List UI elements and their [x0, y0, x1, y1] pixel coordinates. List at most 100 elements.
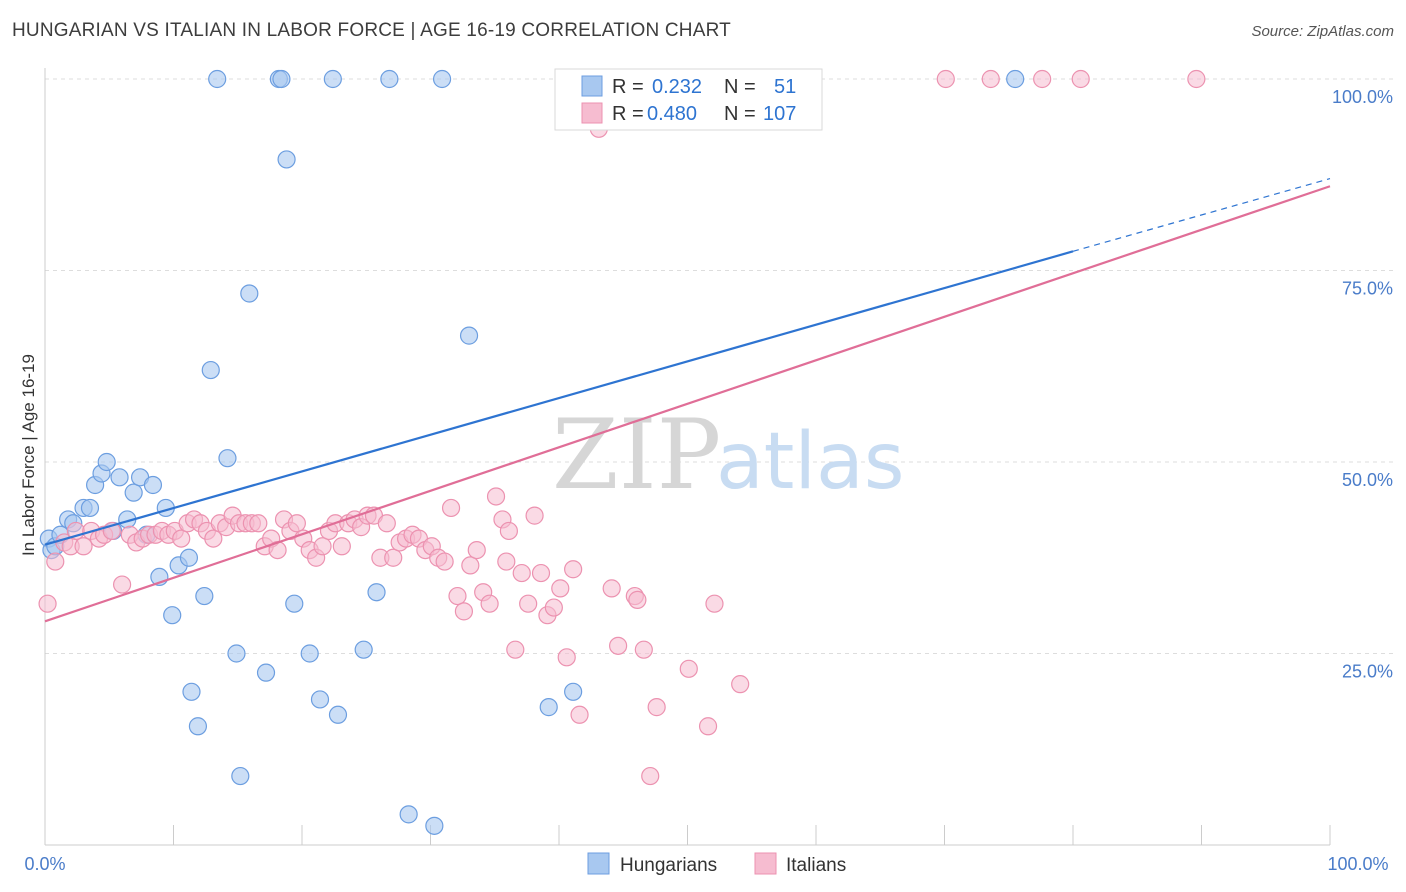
hungarian-point [459, 326, 479, 345]
legend-n-value-hungarians: 51 [774, 76, 796, 98]
y-axis-title: In Labor Force | Age 16-19 [19, 354, 38, 556]
hungarian-point [227, 644, 246, 663]
legend-n-value-italians: 107 [763, 103, 796, 125]
hungarian-point [240, 284, 259, 303]
y-tick-label-75: 75.0% [1342, 279, 1393, 299]
hungarian-point [367, 583, 386, 602]
bottom-legend-swatch-italians [754, 852, 777, 875]
y-tick-label-100: 100.0% [1332, 87, 1393, 107]
hungarian-point [432, 69, 452, 89]
hungarian-point [195, 586, 214, 606]
bottom-legend-hungarians: Hungarians [620, 855, 717, 876]
hungarian-point [1006, 69, 1025, 89]
legend-r-label-italians: R = [612, 103, 644, 125]
hungarian-point [564, 682, 583, 701]
trend-lines [44, 178, 1331, 623]
y-tick-label-25: 25.0% [1342, 662, 1393, 682]
hungarian-point [124, 483, 143, 502]
italian-point [377, 514, 396, 533]
italian-point [731, 675, 750, 694]
italian-point [564, 560, 583, 579]
italian-point [441, 498, 461, 518]
italian-point [384, 548, 403, 567]
x-tick-label-max: 100.0% [1327, 854, 1388, 874]
italian-trend-line [44, 185, 1331, 623]
italian-point [519, 594, 538, 613]
y-tick-labels: 25.0% 50.0% 75.0% 100.0% [1332, 87, 1393, 682]
hungarian-point [80, 498, 100, 518]
italian-points [38, 69, 1206, 786]
italian-point [313, 537, 332, 556]
italian-point [249, 514, 268, 533]
legend-swatch-hungarians [581, 75, 603, 97]
hungarian-point [182, 682, 201, 701]
bottom-legend-italians: Italians [786, 855, 846, 876]
x-tick-label-min: 0.0% [24, 854, 65, 874]
hungarian-point [425, 816, 444, 835]
legend-n-label-italians: N = [724, 103, 756, 125]
hungarian-point [277, 150, 296, 169]
hungarian-point [218, 449, 237, 468]
hungarian-point [97, 452, 116, 472]
hungarian-point [399, 805, 418, 824]
legend-r-label-hungarians: R = [612, 76, 644, 98]
hungarian-point [272, 69, 291, 89]
hungarian-point [231, 766, 250, 786]
y-tick-label-50: 50.0% [1342, 470, 1393, 490]
italian-point [287, 514, 306, 533]
italian-point [1071, 69, 1090, 89]
italian-point [461, 556, 480, 575]
italian-point [602, 579, 621, 598]
hungarian-point [354, 640, 373, 659]
hungarian-point [300, 644, 319, 663]
hungarian-point [256, 663, 276, 682]
italian-point [981, 69, 1000, 89]
italian-point [38, 594, 57, 613]
stats-legend: R = 0.232 N = 51 R = 0.480 N = 107 [554, 68, 823, 131]
bottom-legend: Hungarians Italians [587, 852, 846, 876]
watermark-atlas: atlas [716, 417, 905, 507]
italian-point [641, 766, 660, 786]
hungarian-point [328, 705, 348, 724]
hungarian-point [201, 360, 220, 380]
legend-swatch-italians [581, 102, 603, 124]
italian-point [448, 586, 467, 606]
hungarian-point [110, 468, 129, 487]
italian-point [531, 563, 551, 583]
hungarian-trend-extension [1072, 178, 1331, 252]
italian-point [936, 69, 955, 89]
chart-title: HUNGARIAN VS ITALIAN IN LABOR FORCE | AG… [12, 20, 731, 41]
italian-point [172, 529, 191, 548]
italian-point [551, 579, 570, 598]
hungarian-point [208, 69, 227, 89]
italian-point [698, 717, 718, 736]
italian-point [506, 640, 525, 659]
hungarian-trend-line [44, 250, 1074, 546]
hungarian-point [380, 69, 399, 89]
italian-point [647, 698, 666, 717]
italian-point [467, 540, 486, 560]
hungarian-point [188, 717, 208, 736]
italian-point [499, 521, 518, 541]
hungarian-point [179, 548, 199, 567]
x-tick-labels: 0.0% 100.0% [24, 854, 1388, 874]
hungarian-point [285, 594, 304, 613]
legend-n-label-hungarians: N = [724, 76, 756, 98]
italian-point [679, 659, 698, 678]
grid [45, 78, 1393, 654]
legend-r-value-italians: 0.480 [647, 103, 697, 125]
italian-point [332, 537, 351, 556]
italian-point [544, 598, 563, 617]
watermark-zip: ZIP [552, 399, 721, 511]
italian-point [1033, 69, 1052, 89]
hungarian-point [143, 475, 163, 495]
italian-point [112, 575, 132, 594]
bottom-legend-swatch-hungarians [587, 852, 610, 875]
italian-point [570, 705, 589, 724]
hungarian-point [163, 606, 182, 625]
italian-point [705, 594, 724, 613]
source-credit: Source: ZipAtlas.com [1251, 23, 1394, 40]
watermark: ZIP atlas [552, 399, 905, 511]
italian-point [525, 506, 544, 525]
